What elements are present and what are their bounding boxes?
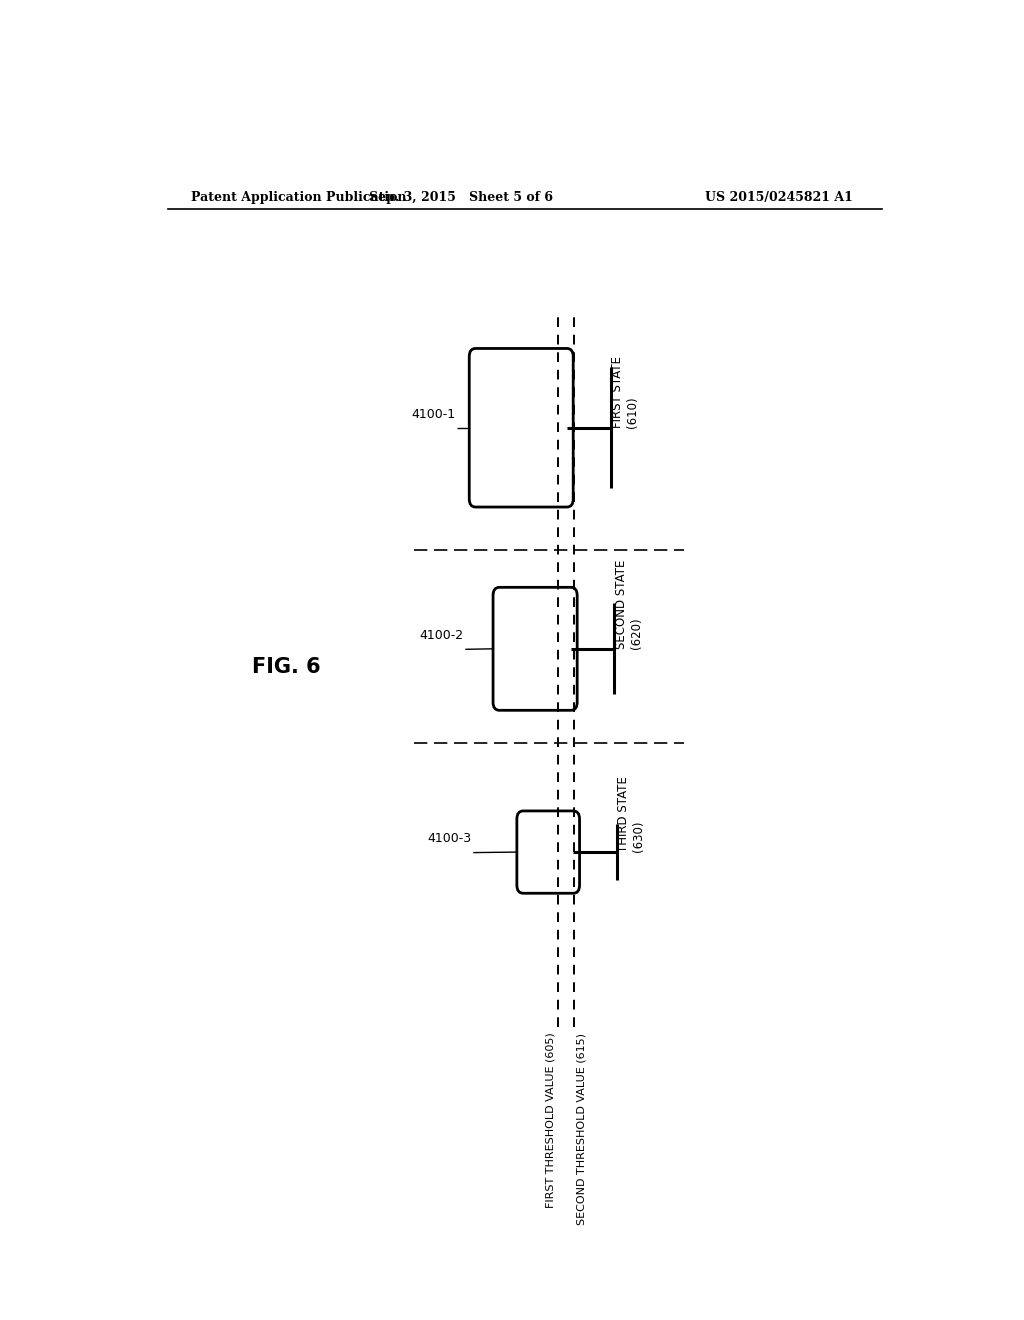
Text: 4100-3: 4100-3 [427,833,472,846]
Text: FIRST STATE
(610): FIRST STATE (610) [610,356,639,428]
Text: US 2015/0245821 A1: US 2015/0245821 A1 [705,190,853,203]
Text: 4100-2: 4100-2 [420,630,464,643]
Text: THIRD STATE
(630): THIRD STATE (630) [617,776,645,853]
Text: Sep. 3, 2015   Sheet 5 of 6: Sep. 3, 2015 Sheet 5 of 6 [370,190,553,203]
FancyBboxPatch shape [494,587,578,710]
Text: SECOND THRESHOLD VALUE (615): SECOND THRESHOLD VALUE (615) [577,1032,587,1225]
Text: Patent Application Publication: Patent Application Publication [191,190,407,203]
Text: FIG. 6: FIG. 6 [252,656,322,677]
Text: FIRST THRESHOLD VALUE (605): FIRST THRESHOLD VALUE (605) [546,1032,556,1208]
FancyBboxPatch shape [469,348,573,507]
Text: SECOND STATE
(620): SECOND STATE (620) [614,560,643,649]
Text: 4100-1: 4100-1 [412,408,456,421]
FancyBboxPatch shape [517,810,580,894]
